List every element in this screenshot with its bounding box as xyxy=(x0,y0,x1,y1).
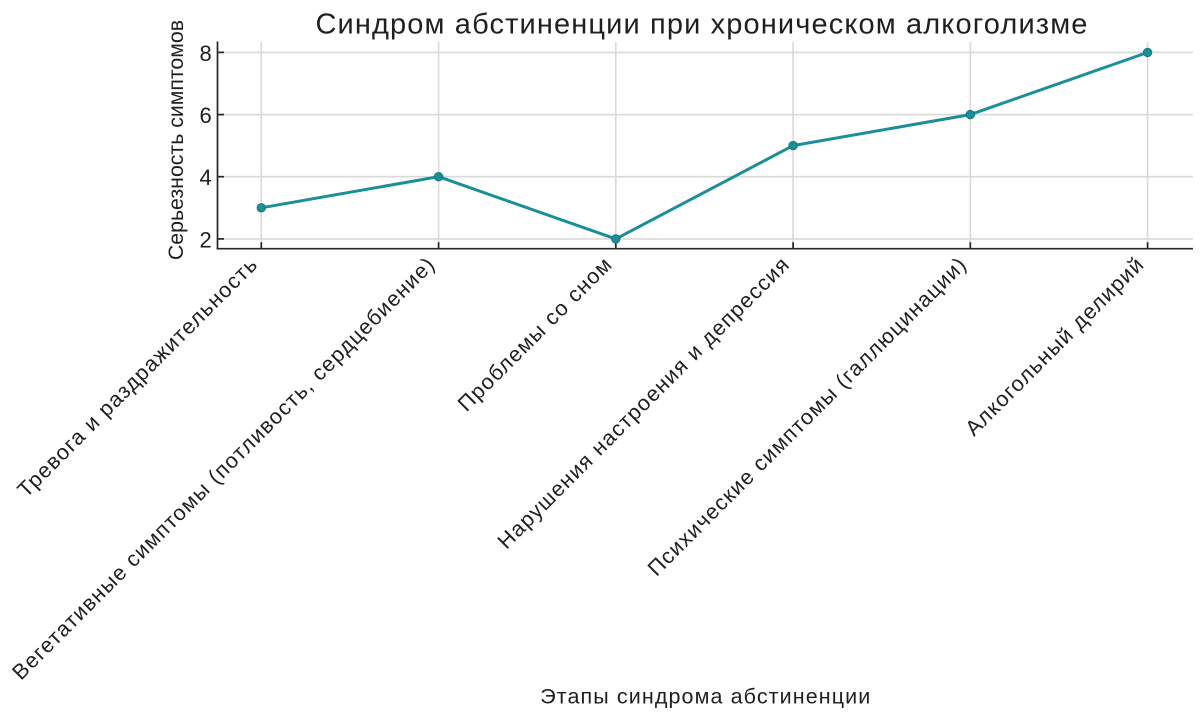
svg-text:2: 2 xyxy=(200,227,212,252)
svg-text:6: 6 xyxy=(200,103,212,128)
svg-text:Серьезность симптомов: Серьезность симптомов xyxy=(164,20,188,260)
svg-text:Синдром абстиненции при хронич: Синдром абстиненции при хроническом алко… xyxy=(315,9,1088,41)
svg-text:Этапы синдрома абстиненции: Этапы синдрома абстиненции xyxy=(540,685,871,709)
svg-text:4: 4 xyxy=(200,165,212,190)
svg-text:8: 8 xyxy=(200,41,212,66)
